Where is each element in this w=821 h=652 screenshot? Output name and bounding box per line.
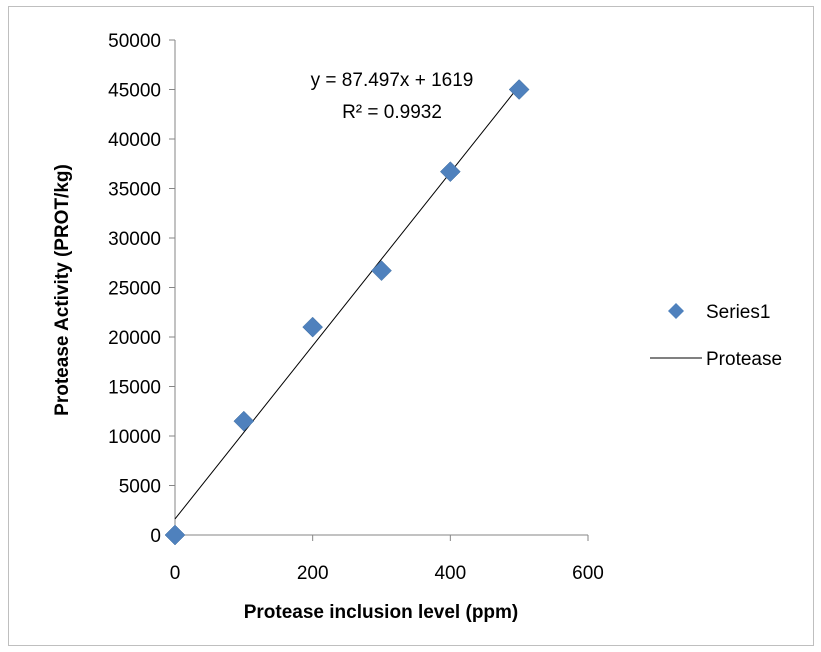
x-tick-label: 0 bbox=[170, 563, 181, 584]
y-axis: 0 5000 10000 15000 20000 25000 30000 35000 40000… bbox=[108, 31, 176, 547]
legend-label-protease: Protease bbox=[706, 349, 782, 370]
x-tick-label: 200 bbox=[297, 563, 329, 584]
trendline-r-squared: R² = 0.9932 bbox=[342, 102, 442, 123]
data-points bbox=[164, 79, 530, 546]
legend: Series1 Protease bbox=[650, 302, 782, 370]
y-tick-label: 25000 bbox=[108, 279, 161, 300]
data-point bbox=[371, 260, 392, 282]
trendline-group bbox=[174, 85, 520, 520]
data-point bbox=[508, 79, 530, 100]
data-point bbox=[164, 524, 186, 546]
x-tick-label: 600 bbox=[572, 563, 604, 584]
y-tick-label: 10000 bbox=[108, 427, 161, 448]
y-tick-label: 35000 bbox=[108, 180, 161, 201]
legend-marker-series1 bbox=[668, 303, 684, 319]
y-tick-label: 45000 bbox=[108, 81, 161, 102]
y-axis-title: Protease Activity (PROT/kg) bbox=[52, 164, 73, 416]
trendline-equation: y = 87.497x + 1619 bbox=[311, 70, 474, 91]
x-axis: 0 200 400 600 bbox=[170, 534, 604, 584]
x-axis-title: Protease inclusion level (ppm) bbox=[244, 602, 519, 623]
y-tick-label: 30000 bbox=[108, 229, 161, 250]
data-point bbox=[439, 161, 461, 183]
data-point bbox=[302, 316, 324, 338]
y-tick-label: 50000 bbox=[108, 31, 161, 52]
y-tick-label: 15000 bbox=[108, 378, 161, 399]
y-tick-label: 0 bbox=[150, 526, 161, 547]
y-tick-label: 20000 bbox=[108, 328, 161, 349]
trendline-protease bbox=[174, 85, 520, 520]
data-point bbox=[233, 410, 255, 432]
x-tick-label: 400 bbox=[434, 563, 466, 584]
chart-frame bbox=[8, 6, 814, 646]
y-tick-label: 40000 bbox=[108, 130, 161, 151]
y-tick-label: 5000 bbox=[119, 477, 161, 498]
legend-label-series1: Series1 bbox=[706, 302, 770, 323]
